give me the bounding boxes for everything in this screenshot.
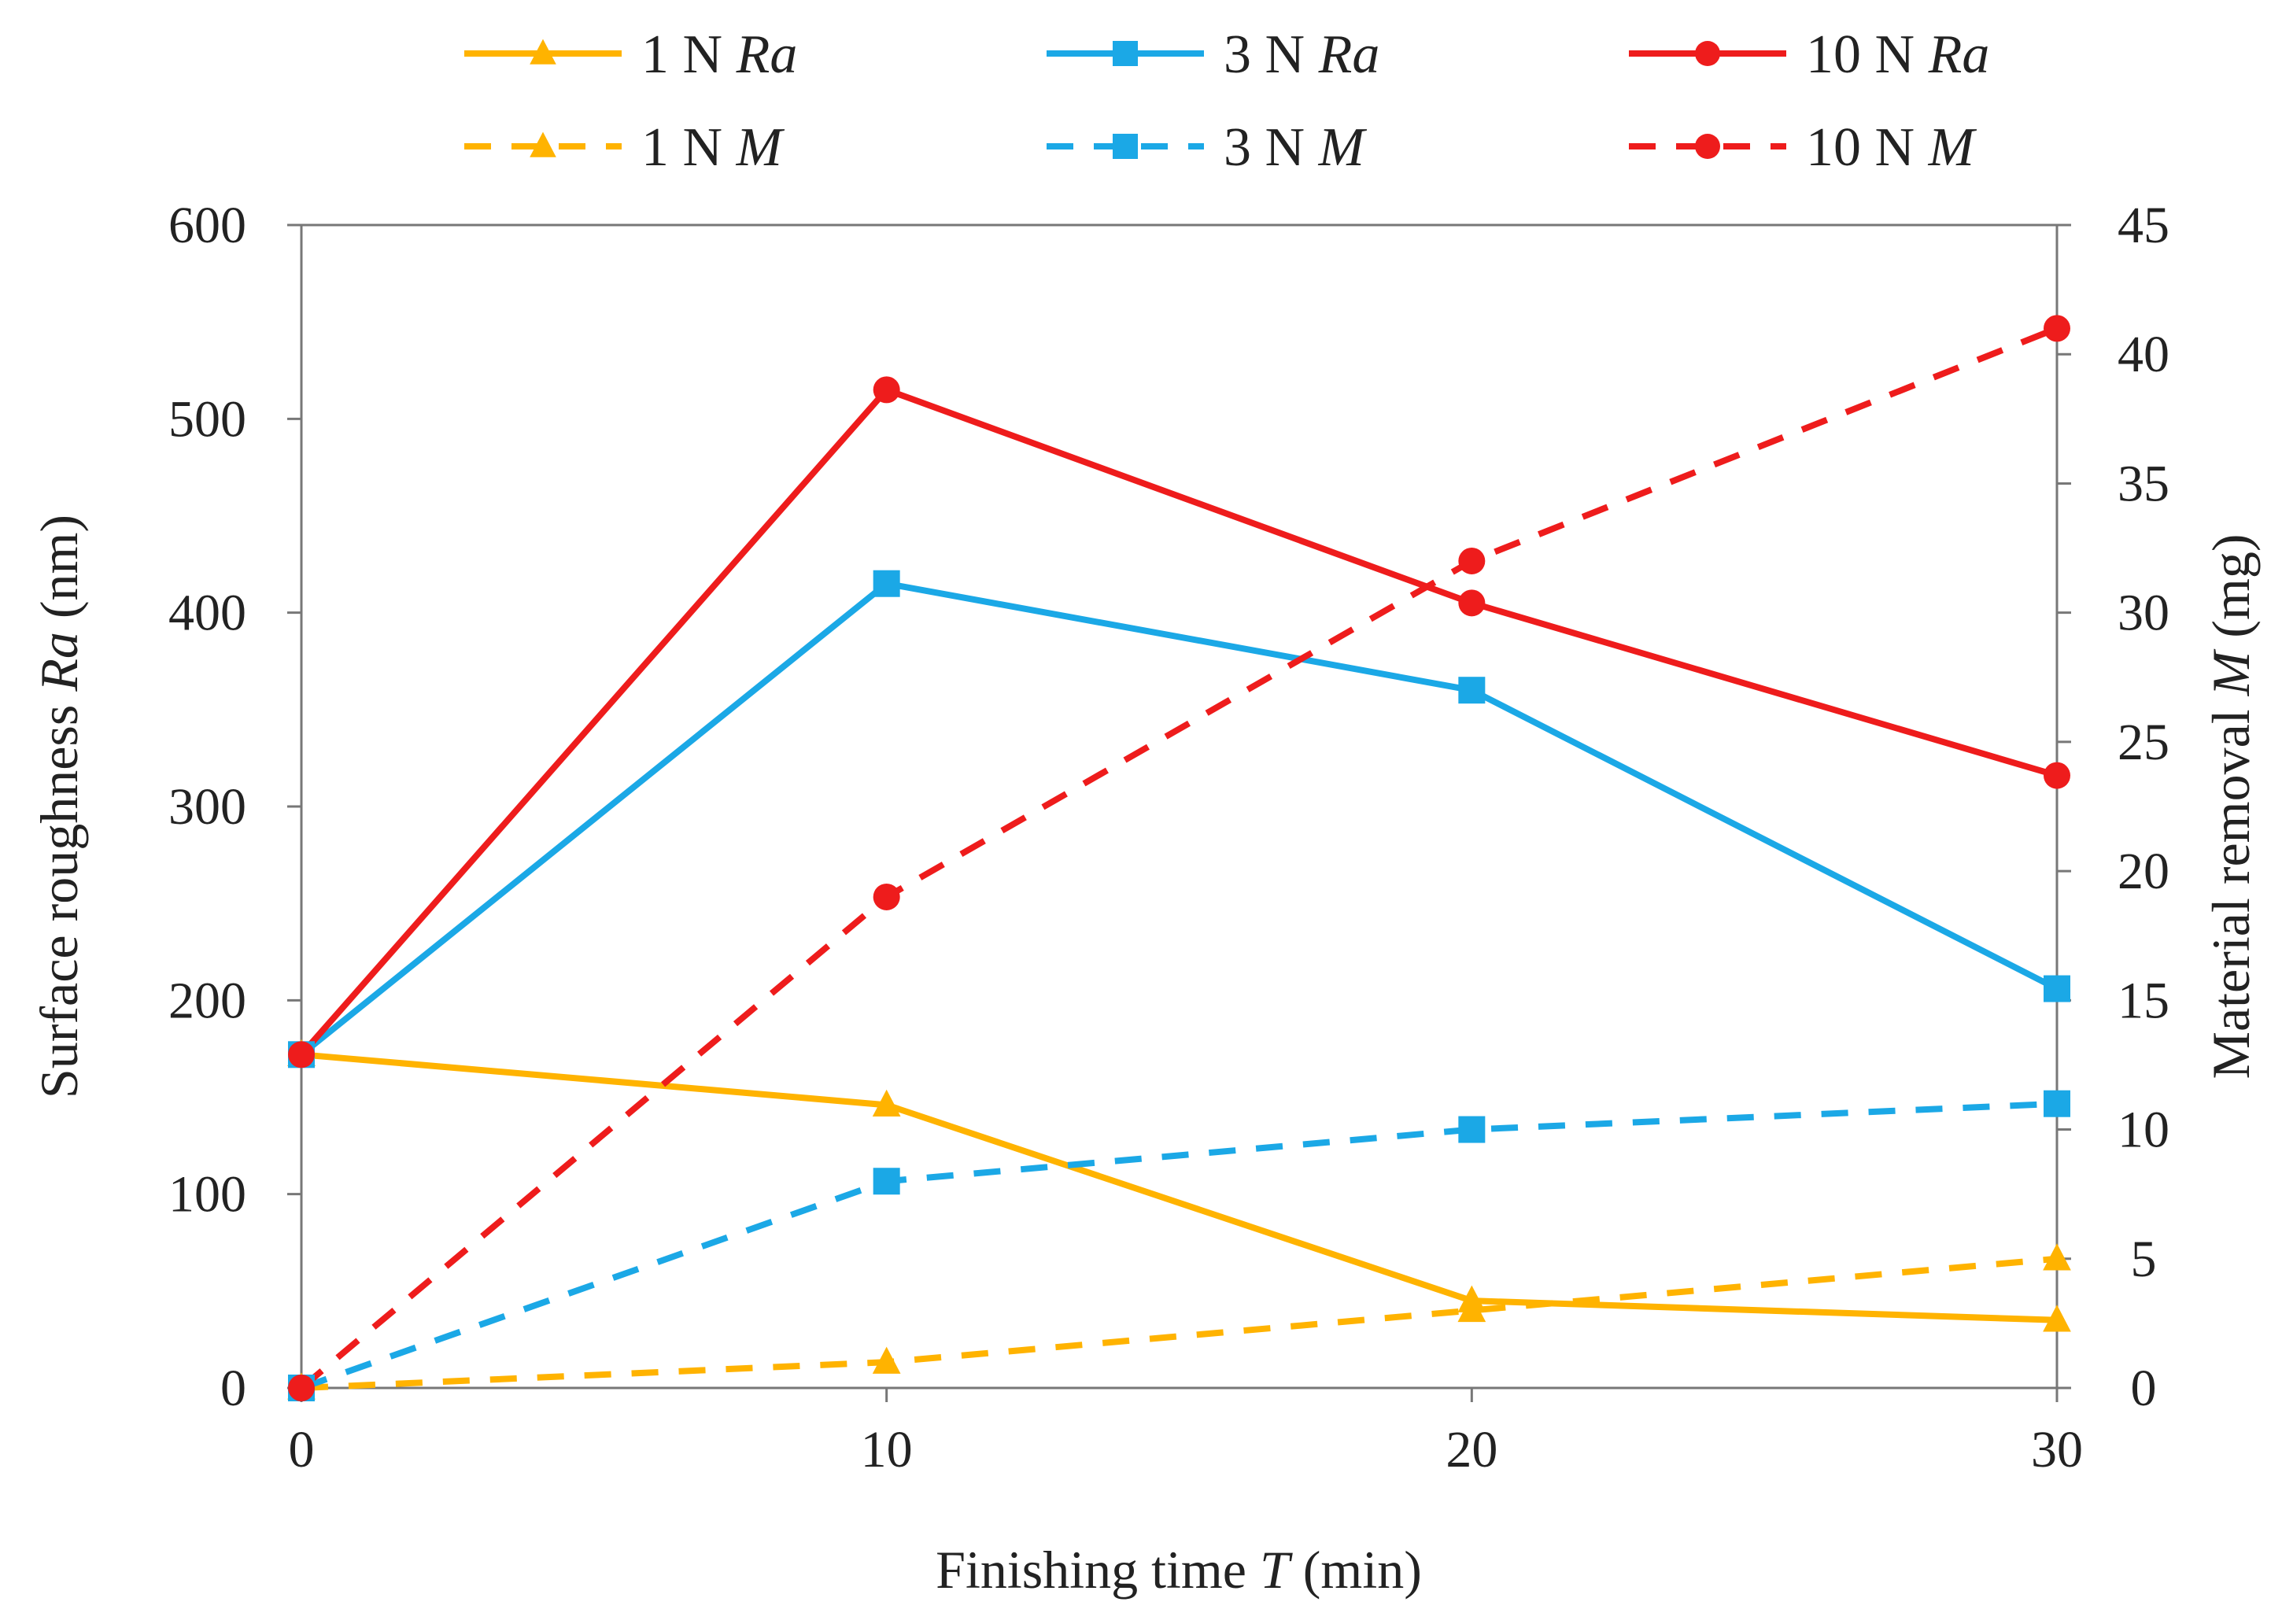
- point-ra-1n: [2043, 1305, 2071, 1332]
- point-m-10n: [1458, 547, 1486, 574]
- y-left-tick-label: 0: [220, 1360, 246, 1417]
- x-tick-label: 20: [1446, 1421, 1497, 1478]
- plot-area: [300, 223, 2059, 1390]
- x-tick-label: 10: [861, 1421, 913, 1478]
- point-ra-3n: [2044, 975, 2070, 1002]
- point-m-10n: [873, 883, 900, 910]
- y-right-tick-label: 10: [2118, 1102, 2169, 1159]
- legend-label-name: 10 N: [1806, 117, 1929, 178]
- legend-label-name: 3 N: [1224, 117, 1319, 178]
- legend-marker: [530, 131, 556, 157]
- y-left-tick-label: 600: [168, 197, 246, 254]
- series-line-m-3n: [300, 1100, 2058, 1391]
- x-axis-title: Finishing time T (min): [936, 1540, 1422, 1600]
- series-line-ra-10n: [298, 386, 2059, 1057]
- legend-label: 1 N Ra: [641, 24, 797, 85]
- plot-frame: [300, 223, 2059, 1390]
- y-left-tick-label: 100: [168, 1166, 246, 1224]
- point-m-3n: [2044, 1090, 2070, 1117]
- legend-label-var: Ra: [736, 24, 798, 85]
- legend-label-var: Ra: [1318, 24, 1380, 85]
- legend-marker: [1113, 134, 1138, 159]
- y-axis-right-title-suffix: (mg): [2201, 534, 2261, 651]
- series-line-m-10n: [299, 325, 2059, 1391]
- point-m-1n: [872, 1346, 901, 1374]
- legend-label: 10 N M: [1806, 117, 1977, 178]
- y-axis-right-title-var: M: [2201, 648, 2261, 696]
- point-ra-10n: [1458, 589, 1486, 617]
- x-axis-title-var: T: [1260, 1540, 1293, 1600]
- point-ra-10n: [873, 376, 900, 404]
- legend-entry-m-3n: 3 N M: [1047, 117, 1368, 178]
- y-axis-left-title-prefix: Surface roughness: [29, 692, 89, 1098]
- point-m-10n: [288, 1375, 315, 1401]
- legend-entry-m-10n: 10 N M: [1629, 117, 1977, 178]
- y-left-tick-label: 400: [168, 585, 246, 642]
- y-axis-left-title-suffix: (nm): [29, 515, 89, 632]
- legend-label: 10 N Ra: [1806, 24, 1989, 85]
- y-axis-right-title: Material removal M (mg): [2201, 534, 2261, 1080]
- x-tick-label: 30: [2031, 1421, 2083, 1478]
- point-ra-1n: [872, 1089, 901, 1117]
- legend-label-name: 1 N: [641, 24, 737, 85]
- legend-label-name: 10 N: [1806, 24, 1929, 85]
- legend-label-name: 3 N: [1224, 24, 1319, 85]
- y-right-tick-label: 5: [2131, 1231, 2157, 1288]
- legend-label-var: M: [1318, 117, 1368, 178]
- legend-entry-ra-10n: 10 N Ra: [1629, 24, 1989, 85]
- legend-label: 3 N M: [1224, 117, 1368, 178]
- legend-label-var: Ra: [1928, 24, 1990, 85]
- y-right-tick-label: 15: [2118, 972, 2169, 1029]
- point-ra-10n: [2044, 762, 2070, 789]
- y-right-tick-label: 45: [2118, 197, 2169, 254]
- y-right-tick-label: 30: [2118, 585, 2169, 642]
- legend-marker: [530, 39, 556, 65]
- series-line-ra-1n: [301, 1051, 2058, 1323]
- series-lines: [298, 325, 2059, 1391]
- legend-entry-ra-3n: 3 N Ra: [1047, 24, 1379, 85]
- point-m-10n: [2044, 315, 2070, 342]
- y-left-tick-label: 500: [168, 390, 246, 448]
- point-ra-3n: [1458, 677, 1486, 704]
- axis-ticks: 0 10 20 30010020030040050060005101520253035…: [168, 197, 2169, 1478]
- y-right-tick-label: 0: [2131, 1360, 2157, 1417]
- legend-label-var: M: [736, 117, 785, 178]
- y-axis-right-title-prefix: Material removal: [2201, 696, 2261, 1079]
- y-right-tick-label: 20: [2118, 843, 2169, 900]
- y-right-tick-label: 25: [2118, 714, 2169, 771]
- legend-entry-m-1n: 1 N M: [464, 117, 785, 178]
- legend-label-name: 1 N: [641, 117, 737, 178]
- point-ra-10n: [288, 1041, 315, 1069]
- y-left-tick-label: 200: [168, 972, 246, 1029]
- series-line-m-1n: [301, 1255, 2058, 1391]
- legend-marker: [1695, 134, 1720, 159]
- x-axis-title-prefix: Finishing time: [936, 1540, 1260, 1600]
- point-ra-3n: [873, 570, 900, 597]
- series-line-ra-3n: [299, 580, 2059, 1057]
- series-markers: [287, 315, 2071, 1401]
- y-right-tick-label: 35: [2118, 455, 2169, 512]
- x-tick-label: 0: [289, 1421, 315, 1478]
- y-axis-left-title: Surface roughness Ra (nm): [29, 515, 89, 1098]
- point-m-3n: [1458, 1116, 1486, 1143]
- legend-label: 1 N M: [641, 117, 785, 178]
- legend-entry-ra-1n: 1 N Ra: [464, 24, 797, 85]
- point-m-1n: [2043, 1243, 2071, 1271]
- legend-marker: [1113, 41, 1138, 66]
- y-right-tick-label: 40: [2118, 326, 2169, 383]
- x-axis-title-suffix: (min): [1290, 1540, 1422, 1600]
- y-axis-left-title-var: Ra: [29, 632, 89, 692]
- point-m-3n: [873, 1168, 900, 1195]
- legend-marker: [1695, 41, 1720, 66]
- legend-label: 3 N Ra: [1224, 24, 1379, 85]
- legend-label-var: M: [1928, 117, 1977, 178]
- point-m-1n: [1457, 1294, 1486, 1323]
- y-left-tick-label: 300: [168, 778, 246, 836]
